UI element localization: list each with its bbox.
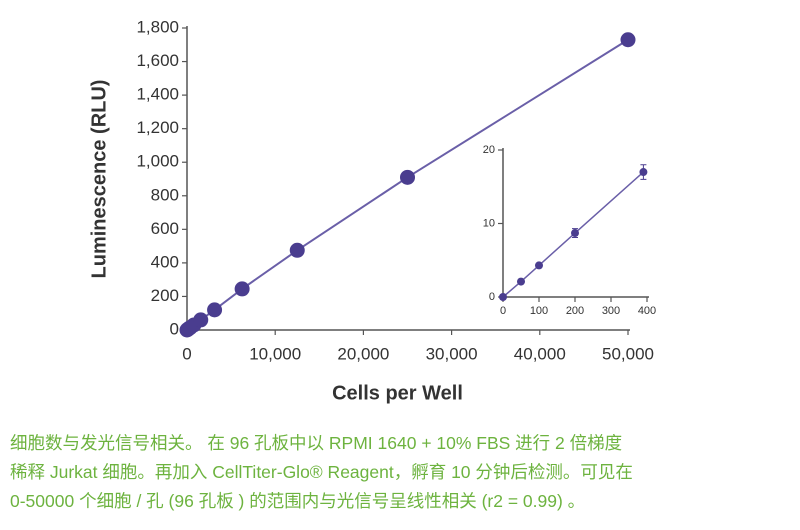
y-tick-label: 1,000 (136, 152, 179, 171)
series-line (186, 38, 629, 331)
x-tick-label: 20,000 (337, 344, 389, 363)
caption-line: 细胞数与发光信号相关。 在 96 孔板中以 RPMI 1640 + 10% FB… (10, 433, 622, 453)
caption-line: 稀释 Jurkat 细胞。再加入 CellTiter-Glo® Reagent，… (10, 462, 633, 482)
y-tick-label: 20 (483, 144, 495, 156)
y-tick-label: 800 (151, 185, 179, 204)
data-point (400, 169, 415, 185)
x-tick-label: 0 (500, 305, 506, 317)
x-tick-label: 10,000 (249, 344, 301, 363)
data-point (207, 302, 223, 318)
y-tick-label: 1,600 (136, 51, 179, 70)
data-point (639, 168, 648, 177)
data-point (499, 293, 507, 301)
x-tick-label: 30,000 (426, 344, 478, 363)
y-tick-label: 0 (489, 291, 495, 303)
x-axis-label: Cells per Well (332, 382, 463, 404)
data-point (193, 312, 209, 328)
data-point (535, 261, 543, 270)
y-tick-label: 1,200 (136, 118, 179, 137)
y-axis-label: Luminescence (RLU) (88, 80, 110, 279)
y-tick-label: 10 (483, 217, 495, 229)
data-point (234, 281, 250, 297)
y-tick-label: 1,800 (136, 17, 179, 36)
x-tick-label: 50,000 (602, 344, 654, 363)
x-tick-label: 200 (566, 305, 584, 317)
data-point (289, 242, 305, 258)
data-point (517, 277, 525, 286)
y-tick-label: 1,400 (136, 85, 179, 104)
y-tick-label: 200 (151, 286, 179, 305)
x-tick-label: 0 (182, 344, 191, 363)
y-tick-label: 400 (151, 252, 179, 271)
x-tick-label: 400 (638, 305, 656, 317)
x-tick-label: 100 (530, 305, 548, 317)
y-tick-label: 600 (151, 219, 179, 238)
x-tick-label: 40,000 (514, 344, 566, 363)
data-point (620, 32, 636, 48)
caption-line: 0-50000 个细胞 / 孔 (96 孔板 ) 的范围内与光信号呈线性相关 (… (10, 491, 585, 511)
data-point (571, 229, 579, 238)
y-tick-label: 0 (170, 319, 179, 338)
x-tick-label: 300 (602, 305, 620, 317)
